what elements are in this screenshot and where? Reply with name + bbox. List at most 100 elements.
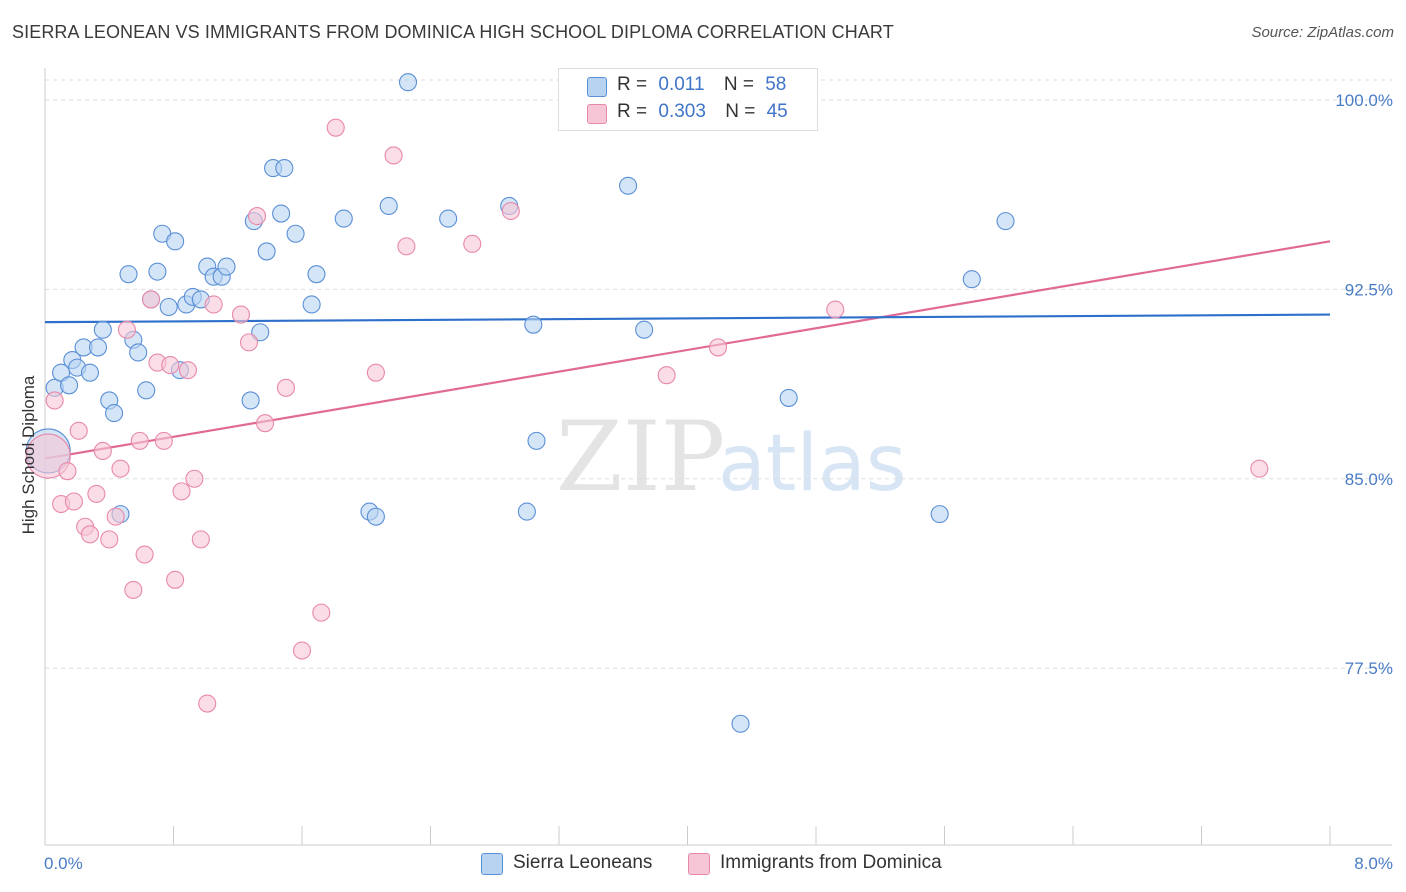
y-tick-label: 100.0% [1335, 91, 1393, 110]
data-point-sierra-leoneans [251, 323, 270, 342]
series-dominica-points [25, 118, 1269, 713]
data-point-dominica [172, 482, 191, 501]
data-point-sierra-leoneans [60, 376, 79, 395]
watermark-atlas: atlas [718, 419, 907, 509]
data-point-dominica [198, 694, 217, 713]
data-point-dominica [178, 361, 198, 380]
x-tick-labels: 0.0% 8.0% [44, 854, 1393, 873]
data-point-sierra-leoneans [159, 297, 178, 317]
data-point-sierra-leoneans [524, 315, 543, 334]
series-sierra-leoneans-points [25, 73, 1015, 733]
bottom-legend-swatch-blue [481, 853, 503, 875]
data-point-sierra-leoneans [962, 270, 981, 289]
data-point-sierra-leoneans [286, 224, 305, 243]
data-point-sierra-leoneans [619, 176, 638, 195]
data-point-dominica [292, 641, 312, 660]
n-label: N = [723, 74, 754, 95]
data-point-dominica [25, 433, 71, 479]
legend-swatch-pink [587, 104, 607, 124]
data-point-dominica [326, 118, 345, 137]
data-point-dominica [166, 570, 185, 589]
data-point-sierra-leoneans [93, 320, 112, 339]
data-point-sierra-leoneans [88, 338, 108, 357]
legend-swatch-blue [587, 77, 607, 97]
watermark-zip: ZIP [556, 401, 725, 513]
legend-stats-sierra-leoneans: R = 0.011 N = 58 [617, 74, 786, 96]
data-point-sierra-leoneans [119, 265, 138, 284]
data-point-dominica [463, 234, 482, 253]
trend-line-sierra-leoneans [44, 313, 1331, 324]
data-point-sierra-leoneans [527, 431, 546, 450]
y-tick-label: 85.0% [1345, 470, 1393, 489]
data-point-dominica [80, 525, 100, 544]
data-point-dominica [239, 333, 259, 352]
data-point-dominica [111, 459, 130, 478]
data-point-dominica [826, 300, 845, 319]
n-value: 45 [766, 101, 788, 122]
data-point-dominica [247, 207, 267, 226]
data-point-dominica [106, 507, 125, 526]
y-tick-label: 77.5% [1345, 659, 1393, 678]
data-point-dominica [312, 603, 331, 622]
legend-stats-dominica: R = 0.303 N = 45 [617, 101, 788, 123]
data-point-dominica [161, 356, 180, 375]
bottom-legend-label: Immigrants from Dominica [720, 852, 942, 873]
data-point-sierra-leoneans [517, 502, 536, 521]
data-point-sierra-leoneans [217, 257, 236, 276]
data-point-sierra-leoneans [148, 262, 167, 281]
r-label: R = [617, 74, 648, 95]
data-point-dominica [45, 391, 64, 410]
stats-legend: R = 0.011 N = 58 R = 0.303 N = 45 [558, 68, 818, 131]
data-point-sierra-leoneans [80, 363, 100, 382]
data-point-dominica [124, 580, 143, 599]
data-point-sierra-leoneans [635, 320, 654, 339]
data-point-sierra-leoneans [105, 404, 124, 423]
data-point-sierra-leoneans [275, 159, 294, 178]
data-point-sierra-leoneans [398, 73, 418, 92]
data-point-sierra-leoneans [307, 265, 326, 284]
y-axis-label: High School Diploma [19, 375, 38, 534]
data-point-dominica [501, 201, 520, 221]
r-value: 0.303 [658, 101, 706, 122]
data-point-dominica [191, 530, 210, 549]
n-label: N = [725, 101, 756, 122]
data-point-dominica [130, 431, 149, 450]
data-point-sierra-leoneans [129, 343, 148, 362]
data-point-sierra-leoneans [731, 714, 750, 733]
data-point-dominica [69, 421, 88, 440]
data-point-dominica [117, 320, 136, 339]
data-point-dominica [58, 462, 77, 481]
n-value: 58 [765, 74, 787, 95]
bottom-legend-label: Sierra Leoneans [513, 852, 653, 873]
bottom-legend-swatch-pink [688, 853, 710, 875]
data-point-sierra-leoneans [272, 204, 291, 223]
grid-lines [45, 79, 1392, 669]
data-point-dominica [384, 146, 403, 165]
data-point-dominica [141, 290, 161, 309]
data-point-dominica [708, 338, 728, 357]
data-point-dominica [657, 366, 676, 385]
data-point-dominica [366, 363, 385, 382]
r-value: 0.011 [658, 74, 705, 95]
y-tick-label: 92.5% [1345, 280, 1393, 299]
data-point-dominica [397, 237, 416, 256]
data-point-sierra-leoneans [137, 381, 156, 400]
data-point-dominica [256, 414, 275, 433]
data-point-sierra-leoneans [379, 196, 398, 216]
data-point-dominica [64, 492, 83, 511]
data-point-dominica [204, 295, 223, 314]
data-point-sierra-leoneans [366, 507, 385, 526]
data-point-sierra-leoneans [334, 209, 353, 228]
x-tick-label-max: 8.0% [1354, 854, 1393, 873]
source-credit: Source: ZipAtlas.com [1251, 24, 1394, 41]
data-point-dominica [231, 305, 251, 324]
data-point-dominica [135, 545, 154, 564]
x-tick-label-min: 0.0% [44, 854, 83, 873]
data-point-dominica [100, 530, 119, 549]
data-point-sierra-leoneans [257, 242, 276, 261]
data-point-sierra-leoneans [241, 391, 260, 410]
data-point-sierra-leoneans [930, 505, 949, 524]
data-point-sierra-leoneans [996, 212, 1015, 231]
